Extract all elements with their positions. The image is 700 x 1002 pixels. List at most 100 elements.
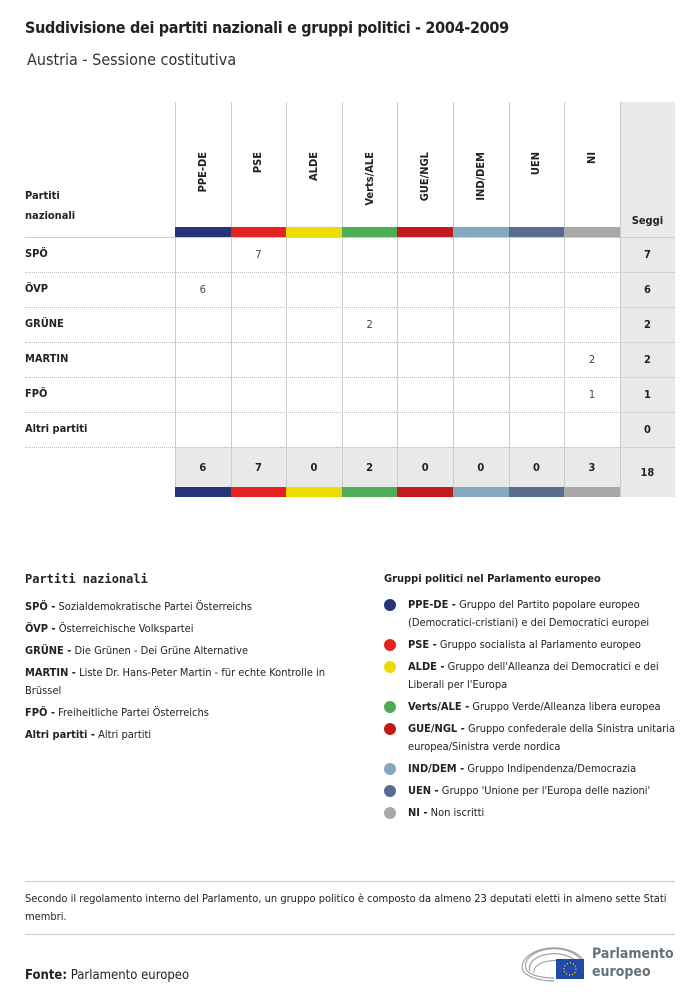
page-title: Suddivisione dei partiti nazionali e gru… — [25, 18, 509, 37]
source-value: Parlamento europeo — [70, 968, 190, 983]
column-divider — [230, 102, 232, 497]
logo-text-line2: europeo — [592, 964, 651, 980]
group-color-bar — [453, 487, 509, 497]
row-total: 7 — [643, 248, 651, 261]
legend-abbr: Altri partiti - — [25, 728, 95, 741]
column-divider — [508, 102, 510, 497]
group-color-bar — [286, 487, 342, 497]
group-header-ni: NI — [585, 152, 598, 164]
group-header-gue-ngl: GUE/NGL — [418, 152, 432, 202]
legend-desc: Gruppo Indipendenza/Democrazia — [467, 762, 637, 775]
divider — [25, 881, 675, 882]
row-total: 2 — [643, 353, 651, 366]
legend-desc: Gruppo Verde/Alleanza libera europea — [472, 700, 661, 713]
legend-desc: Die Grünen - Dei Grüne Alternative — [74, 644, 249, 657]
row-divider — [25, 342, 675, 343]
legend-group-item: Verts/ALE - Gruppo Verde/Alleanza libera… — [384, 698, 679, 716]
row-divider — [25, 377, 675, 378]
row-divider — [25, 307, 675, 308]
legend-desc: Non iscritti — [430, 806, 485, 819]
group-color-dot-icon — [384, 599, 396, 611]
row-party-label: Altri partiti — [25, 422, 88, 435]
group-header-ppe-de: PPE-DE — [195, 152, 209, 193]
legend-group-item: ALDE - Gruppo dell'Alleanza dei Democrat… — [384, 658, 679, 694]
row-divider — [25, 272, 675, 273]
group-color-dot-icon — [384, 723, 396, 735]
group-color-bar — [453, 227, 509, 237]
column-divider — [286, 102, 288, 497]
column-divider — [564, 102, 566, 497]
row-total: 1 — [643, 388, 651, 401]
group-color-bar — [286, 227, 342, 237]
seat-value: 2 — [588, 353, 596, 366]
seat-value: 6 — [199, 283, 206, 296]
legend-national-item: MARTIN - Liste Dr. Hans-Peter Martin - f… — [25, 664, 355, 700]
group-header-uen: UEN — [529, 152, 543, 176]
legend-national-item: ÖVP - Österreichische Volkspartei — [25, 620, 355, 638]
legend-abbr: PSE - — [408, 638, 437, 651]
column-total: 0 — [421, 460, 429, 474]
group-color-dot-icon — [384, 661, 396, 673]
legend-national-heading: Partiti nazionali — [25, 572, 148, 586]
legend-abbr: IND/DEM - — [408, 762, 465, 775]
group-color-bar — [230, 487, 287, 497]
legend-desc: Altri partiti — [98, 728, 152, 741]
group-color-bar — [564, 227, 620, 237]
logo-text-line1: Parlamento — [592, 946, 674, 962]
group-header-verts-ale: Verts/ALE — [362, 152, 376, 206]
legend-abbr: PPE-DE - — [408, 598, 456, 611]
seat-value: 7 — [255, 248, 262, 261]
group-header-alde: ALDE — [307, 152, 320, 181]
legend-desc: Österreichische Volkspartei — [58, 622, 194, 635]
legend-desc: Liste Dr. Hans-Peter Martin - für echte … — [25, 666, 325, 697]
column-divider — [453, 102, 454, 497]
legend-group-item: IND/DEM - Gruppo Indipendenza/Democrazia — [384, 760, 679, 778]
divider — [25, 934, 675, 935]
legend-abbr: GUE/NGL - — [408, 722, 465, 735]
legend-abbr: Verts/ALE - — [408, 700, 470, 713]
row-party-label: MARTIN — [25, 352, 69, 365]
row-party-label: ÖVP — [25, 282, 49, 295]
legend-desc: Gruppo 'Unione per l'Europa delle nazion… — [441, 784, 651, 797]
source-label: Fonte: — [25, 968, 68, 983]
hemicycle-flag-icon — [521, 947, 585, 982]
row-total: 6 — [643, 283, 651, 296]
legend-desc: Gruppo confederale della Sinistra unitar… — [408, 722, 676, 753]
seat-value: 1 — [588, 388, 596, 401]
legend-desc: Freiheitliche Partei Österreichs — [58, 706, 209, 719]
group-color-dot-icon — [384, 807, 396, 819]
header-rule — [25, 237, 675, 238]
footnote: Secondo il regolamento interno del Parla… — [25, 892, 667, 923]
row-total: 2 — [643, 318, 651, 331]
source-line: Fonte: Parlamento europeo — [25, 968, 189, 983]
column-divider — [175, 102, 176, 497]
group-color-bar — [564, 487, 620, 497]
seat-value: 2 — [366, 318, 373, 331]
group-color-dot-icon — [384, 763, 396, 775]
group-color-bar — [341, 227, 398, 237]
column-divider — [341, 102, 343, 497]
group-color-dot-icon — [384, 701, 396, 713]
grand-total: 18 — [640, 465, 655, 479]
column-total: 6 — [199, 460, 207, 474]
legend-desc: Sozialdemokratische Partei Österreichs — [58, 600, 253, 613]
column-divider — [619, 102, 621, 497]
parliament-logo: Parlamento europeo — [520, 943, 680, 987]
legend-political-groups: Gruppi politici nel Parlamento europeo P… — [384, 572, 679, 826]
legend-abbr: NI - — [408, 806, 428, 819]
group-color-bar — [397, 487, 453, 497]
legend-national-parties: Partiti nazionali SPÖ - Sozialdemokratis… — [25, 572, 355, 748]
row-party-label: GRÜNE — [25, 317, 64, 330]
group-color-dot-icon — [384, 639, 396, 651]
column-total: 0 — [477, 460, 485, 474]
legend-abbr: SPÖ - — [25, 600, 56, 613]
legend-abbr: MARTIN - — [25, 666, 76, 679]
legend-group-item: PSE - Gruppo socialista al Parlamento eu… — [384, 636, 679, 654]
column-total: 7 — [254, 460, 262, 474]
legend-group-item: UEN - Gruppo 'Unione per l'Europa delle … — [384, 782, 679, 800]
group-color-bar — [230, 227, 287, 237]
group-header-ind-dem: IND/DEM — [473, 152, 487, 201]
group-color-bar — [341, 487, 398, 497]
legend-abbr: UEN - — [408, 784, 439, 797]
column-total: 2 — [366, 460, 374, 474]
